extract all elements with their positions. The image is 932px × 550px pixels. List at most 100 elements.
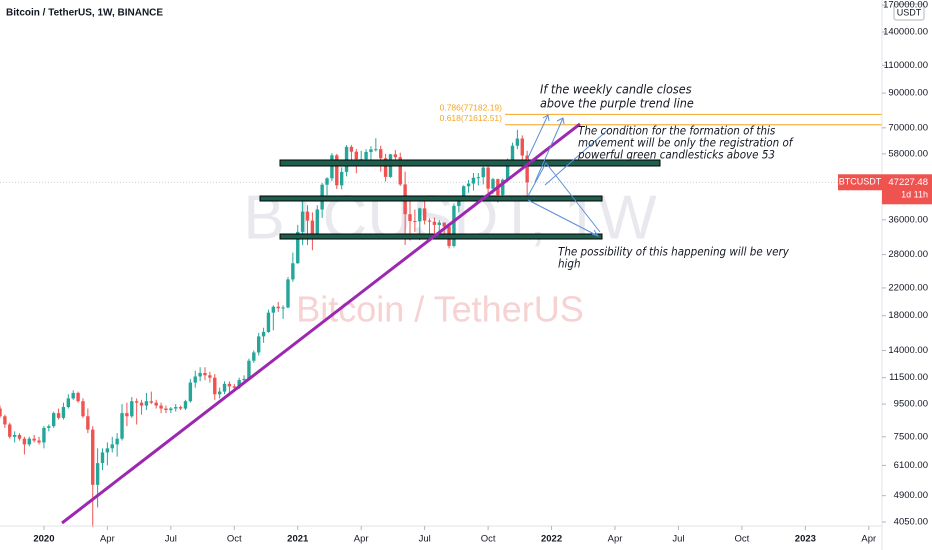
candle-body [427,220,432,222]
candle-body [383,158,388,177]
y-tick-label: 22000.00 [888,282,928,293]
candle-body [115,438,119,445]
candle-body [281,307,285,309]
candle-body [134,401,139,403]
price-badge [882,174,932,205]
note-text: If the weekly candle closes [540,82,692,97]
candle-body [159,405,163,409]
x-tick-label: Oct [227,534,242,545]
y-tick-label: 110000.00 [884,60,928,71]
candle-body [296,231,300,264]
axes: 2020 Apr Jul Oct 2021 Apr Jul Oct 2022 Apr Jul Oct 2… [33,0,932,545]
candle-body [0,408,2,417]
candle-body [61,407,66,418]
y-tick-label: 70000.00 [888,122,928,133]
arrow [526,114,549,161]
y-tick-label: 14000.00 [888,345,928,356]
candle-body [178,407,183,409]
unit-box [893,3,925,21]
y-tick-label: 4900.00 [894,490,928,501]
candle-body [71,392,75,399]
countdown: 1d 11h [901,190,928,200]
candle-body [261,331,266,337]
fib-label: 0.786(77182.19) [440,103,503,113]
symbol-badge [838,174,882,191]
candle-body [144,401,149,406]
candle-body [169,408,173,411]
candle-body [242,378,246,381]
candle-body [149,401,154,403]
candle-body [418,208,422,222]
zone-box [279,159,661,167]
chart-title: Bitcoin / TetherUS, 1W, BINANCE [6,8,163,19]
candle-body [8,424,12,437]
y-tick-label: 36000.00 [888,214,928,225]
candle-body [164,408,168,411]
arrow-head [542,114,550,122]
candle-body [330,155,334,179]
candle-body [364,151,368,160]
candle-body [442,222,446,227]
candle-body [432,221,437,225]
candle-body [217,391,222,395]
x-tick-label: Jul [672,534,684,545]
candle-body [188,382,193,402]
y-tick-label: 140000.00 [883,26,928,37]
x-tick-label: 2021 [287,534,309,545]
candle-body [315,209,319,235]
y-tick-label: 90000.00 [888,88,928,99]
y-tick-label: 4050.00 [894,517,928,528]
note-text: movement will be only the registration o… [578,136,794,150]
zone-box [259,195,603,202]
candle-body [510,145,515,162]
drawings [61,114,661,525]
candle-body [305,211,310,221]
y-tick-label: 170000.00 [883,0,928,11]
x-tick-label: 2020 [33,534,54,545]
note-text: The possibility of this happening will b… [558,245,790,259]
trend-line [61,122,581,525]
x-tick-label: Jul [419,534,431,545]
candle-body [76,392,80,402]
candle-body [32,438,36,441]
candle-body [86,416,90,430]
fib-label: 0.618(71612.51) [440,113,503,123]
candle-body [130,401,134,417]
candle-body [227,383,232,387]
candle-body [476,177,481,179]
candle-body [369,149,373,152]
x-tick-label: Jul [165,534,177,545]
candle-body [486,167,490,189]
candle-body [505,161,510,180]
candle-body [501,179,505,195]
candle-body [139,402,144,406]
arrow-head [556,117,565,125]
candle-body [51,413,56,427]
candle-body [349,146,354,152]
candle-body [193,376,197,383]
symbol-label: BTCUSDT [839,177,882,187]
candle-body [461,186,466,201]
note-text: high [558,257,581,271]
candle-body [398,157,402,185]
y-tick-label: 9500.00 [894,399,928,410]
candle-body [339,171,344,186]
candle-body [266,312,271,332]
candle-body [213,377,217,395]
x-tick-label: Oct [735,534,750,545]
candle-body [91,429,95,485]
arrow-head [591,229,600,237]
candle-body [105,448,110,453]
candle-body [222,383,227,392]
note-text: The condition for the formation of this [578,124,776,138]
candle-body [125,413,129,417]
x-tick-label: 2023 [795,534,816,545]
candle-body [422,208,427,221]
watermark-name: Bitcoin / TetherUS [296,289,583,330]
candle-body [374,149,378,151]
candle-body [3,416,7,425]
